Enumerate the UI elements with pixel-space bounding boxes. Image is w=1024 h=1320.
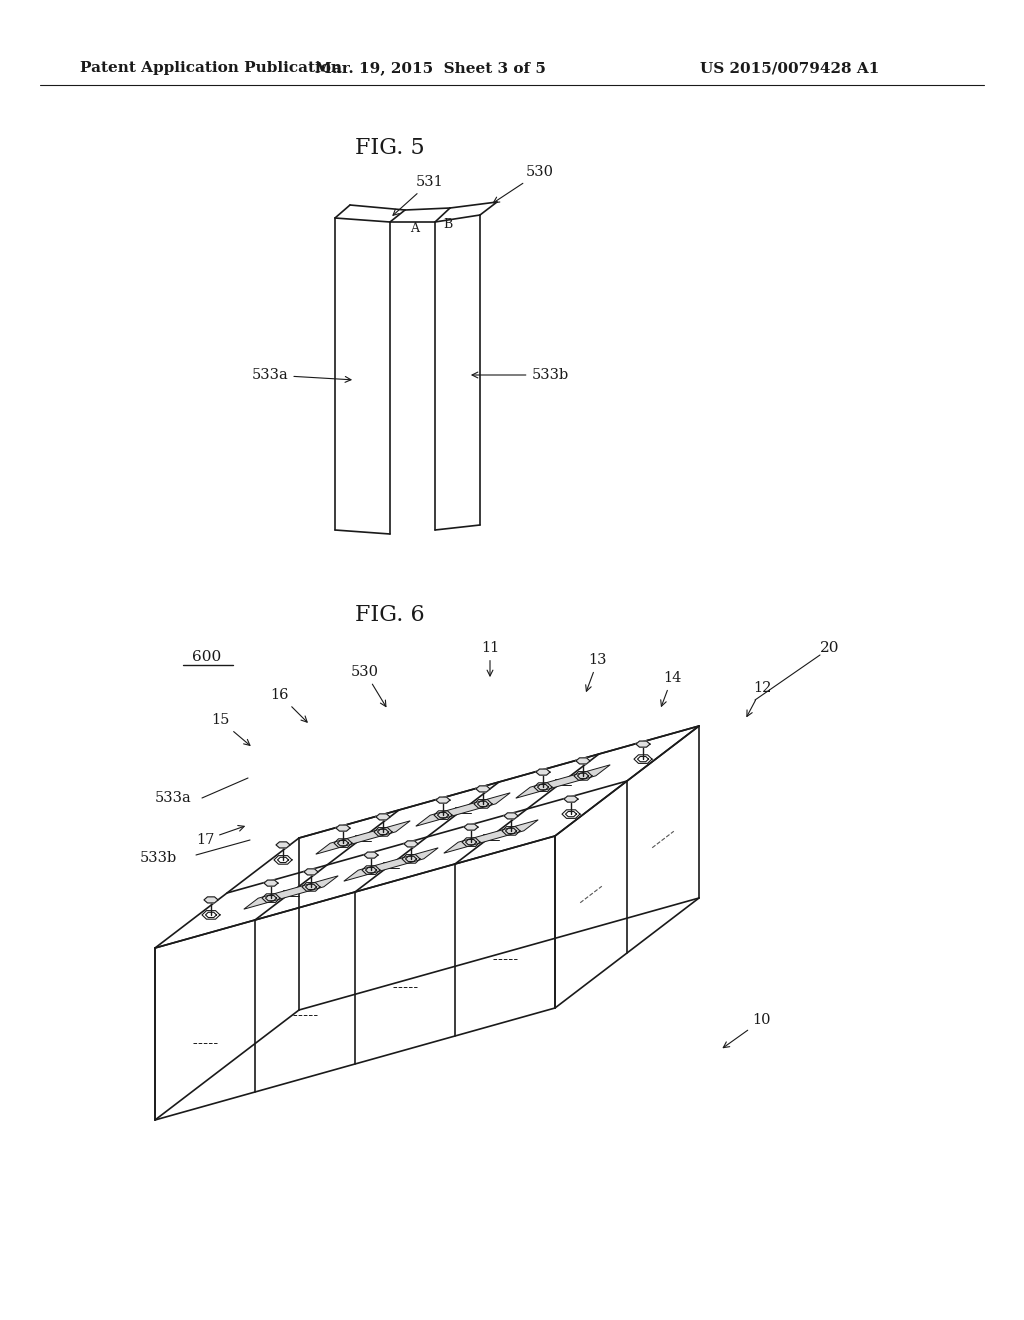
Text: 17: 17	[196, 825, 244, 847]
Text: 11: 11	[481, 642, 499, 676]
Polygon shape	[315, 821, 411, 854]
Text: 530: 530	[351, 665, 386, 706]
Polygon shape	[416, 793, 510, 826]
Text: B: B	[443, 218, 453, 231]
Text: 533a: 533a	[252, 368, 351, 383]
Text: FIG. 6: FIG. 6	[355, 605, 425, 626]
Polygon shape	[344, 847, 438, 882]
Polygon shape	[204, 896, 218, 903]
Polygon shape	[516, 764, 610, 799]
Text: 14: 14	[660, 671, 681, 706]
Text: 20: 20	[820, 642, 840, 655]
Polygon shape	[264, 880, 278, 886]
Polygon shape	[636, 741, 650, 747]
Polygon shape	[304, 869, 318, 875]
Polygon shape	[476, 785, 490, 792]
Polygon shape	[404, 841, 418, 847]
Polygon shape	[536, 770, 550, 775]
Text: US 2015/0079428 A1: US 2015/0079428 A1	[700, 61, 880, 75]
Text: 12: 12	[746, 681, 771, 717]
Text: 533b: 533b	[472, 368, 568, 381]
Text: 533b: 533b	[140, 851, 177, 865]
Text: 16: 16	[270, 688, 307, 722]
Polygon shape	[364, 853, 378, 858]
Text: 13: 13	[586, 653, 607, 692]
Text: 600: 600	[193, 649, 221, 664]
Polygon shape	[244, 875, 338, 909]
Polygon shape	[564, 796, 578, 803]
Text: 533a: 533a	[155, 791, 191, 805]
Polygon shape	[276, 842, 290, 847]
Text: 15: 15	[211, 713, 250, 746]
Polygon shape	[336, 825, 350, 832]
Text: 530: 530	[494, 165, 554, 203]
Polygon shape	[464, 824, 478, 830]
Polygon shape	[504, 813, 518, 818]
Text: Patent Application Publication: Patent Application Publication	[80, 61, 342, 75]
Text: 531: 531	[393, 176, 443, 215]
Text: Mar. 19, 2015  Sheet 3 of 5: Mar. 19, 2015 Sheet 3 of 5	[314, 61, 546, 75]
Text: 10: 10	[723, 1012, 771, 1048]
Polygon shape	[376, 814, 390, 820]
Polygon shape	[443, 820, 539, 853]
Polygon shape	[436, 797, 450, 803]
Text: FIG. 5: FIG. 5	[355, 137, 425, 158]
Polygon shape	[575, 758, 590, 764]
Text: A: A	[411, 222, 420, 235]
